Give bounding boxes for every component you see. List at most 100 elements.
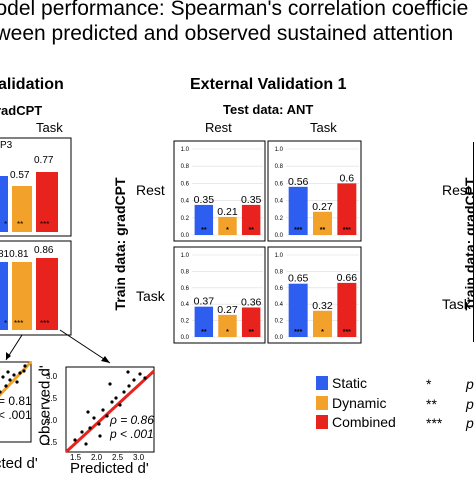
ev1-rest-task-bar-static [288,186,308,235]
right-scatter-rho: ρ = 0.86 [110,413,154,427]
left-panel-task-label: Task [36,120,63,135]
ev1-task-task-ytick: 0.2 [275,319,284,325]
svg-text:***: *** [40,319,49,328]
left-panel-heading: alidation [0,76,64,93]
ev1-rest-rest-value-label-combined: 0.35 [241,194,262,206]
left-bar-static-bottom [0,262,8,330]
ev1-rest-task-value-label-static: 0.56 [288,176,309,188]
left-label-4: 0.86 [34,245,54,256]
svg-text:*: * [4,220,7,229]
right-row-label-rest: Rest [442,182,471,198]
ev1-task-rest-value-label-static: 0.37 [194,296,215,308]
left-label-3: 810.81 [0,249,29,260]
left-bar-static-top [0,176,8,232]
ev1-rest-task-ytick: 1.0 [275,147,284,153]
ev1-rest-rest-value-label-static: 0.35 [194,194,215,206]
figure-title-line2: etween predicted and observed sustained … [0,22,454,45]
right-scatter-xtick-3: 3.0 [133,453,145,462]
ev1-task-task-bar-static [288,283,308,337]
ev1-rest-rest-frame [173,140,266,242]
ev1-task-task-bar-combined [337,282,357,337]
legend-sig-symbol-2: ** [426,396,437,412]
ev1-task-task-sig-dynamic: * [321,329,324,336]
right-scatter-xtick-1: 2.0 [91,453,103,462]
ev1-task-rest-value-label-dynamic: 0.27 [217,304,238,316]
left-frame-bottom [0,240,72,336]
ev1-task-rest-ytick: 0.4 [181,302,190,308]
ev1-task-rest-sig-combined: ** [248,329,254,336]
ev1-rest-task-sig-dynamic: ** [320,227,326,234]
ev1-task-rest-sig-dynamic: * [226,329,229,336]
ev1-rest-rest-ytick: 0.6 [181,181,190,187]
ev1-task-rest-ytick: 0.0 [181,335,190,341]
right-scatter-xtick-0: 1.5 [70,453,82,462]
ev1-task-task-ytick: 1.0 [275,253,284,259]
ev1-task-rest-ytick: 0.8 [181,269,190,275]
ev1-task-task-frame [267,246,362,344]
ev1-row-label-rest: Rest [136,182,165,198]
ev1-task-rest-sig-static: ** [201,329,207,336]
ev1-rest-rest-sig-combined: ** [248,227,254,234]
legend-sig-p-3: p [466,415,474,431]
ev1-task-task-ytick: 0.6 [275,286,284,292]
left-panel-subheading: radCPT [0,103,43,118]
ev1-rest-rest-ytick: 0.4 [181,199,190,205]
left-label-1: 0.57 [10,170,30,181]
ev1-task-rest-ytick: 0.2 [181,319,190,325]
ev1-task-rest-bar-dynamic [218,314,237,337]
legend-label-dynamic: Dynamic [332,395,387,411]
ev1-rest-task-bar-combined [337,183,357,235]
ev1-col-label-task: Task [310,120,337,135]
left-bar-combined-bottom [36,258,58,330]
ev1-rest-task-frame [267,140,362,242]
ev1-rest-rest-value-label-dynamic: 0.21 [217,206,238,218]
ev1-col-label-rest: Rest [205,120,232,135]
legend-label-combined: Combined [332,414,396,430]
ev1-rest-rest-bar-combined [241,204,261,235]
ev1-rest-rest-ytick: 1.0 [181,147,190,153]
right-scatter-ytick-2: 2.0 [46,416,58,425]
ev1-rest-task-sig-combined: *** [343,227,351,234]
ev1-rest-rest-ytick: 0.2 [181,216,190,222]
ev1-row-label-task: Task [136,288,165,304]
left-label-0: P3 [0,140,13,151]
legend-sig-p-2: p [466,396,474,412]
right-scatter-ylabel: Observed d' [36,365,54,446]
svg-text:**: ** [17,220,23,229]
right-scatter-ytick-3: 1.5 [46,438,58,447]
svg-text:***: *** [40,220,49,229]
ev1-task-task-ytick: 0.0 [275,335,284,341]
left-bar-dynamic-bottom [12,262,32,330]
ev1-task-rest-frame [173,246,266,344]
right-scatter-p: p < .001 [110,427,154,441]
ev1-task-rest-value-label-combined: 0.36 [241,296,262,308]
ev1-rest-task-sig-static: *** [294,227,302,234]
right-row-label-task: Task [442,296,471,312]
ev1-rest-task-ytick: 0.2 [275,216,284,222]
ev1-rest-task-value-label-dynamic: 0.27 [312,201,333,213]
ev1-task-rest-bar-combined [241,307,261,337]
ev1-task-task-sig-static: *** [294,329,302,336]
ev1-rest-rest-bar-dynamic [218,216,237,235]
left-scatter-p: < .001 [0,408,32,422]
legend-sig-symbol-3: *** [426,415,443,431]
svg-text:*: * [4,319,7,328]
ev1-heading: External Validation 1 [190,76,347,93]
legend-swatch-dynamic [316,396,328,410]
legend-swatch-combined [316,415,328,429]
ev1-rest-rest-ytick: 0.0 [181,233,190,239]
ev1-task-task-value-label-dynamic: 0.32 [312,300,333,312]
ev1-task-task-value-label-combined: 0.66 [337,272,358,284]
ev1-rest-task-ytick: 0.4 [275,199,284,205]
right-scatter-ytick-1: 2.5 [46,394,58,403]
ev1-rest-rest-sig-static: ** [201,227,207,234]
left-frame-top [0,137,72,237]
ev1-rest-task-value-label-combined: 0.6 [340,172,355,184]
ev1-task-task-value-label-static: 0.65 [288,273,309,285]
left-label-2: 0.77 [34,155,54,166]
legend-sig-p-1: p [466,376,474,392]
ev1-rest-task-ytick: 0.0 [275,233,284,239]
right-scatter-ytick-0: 3.0 [46,372,58,381]
